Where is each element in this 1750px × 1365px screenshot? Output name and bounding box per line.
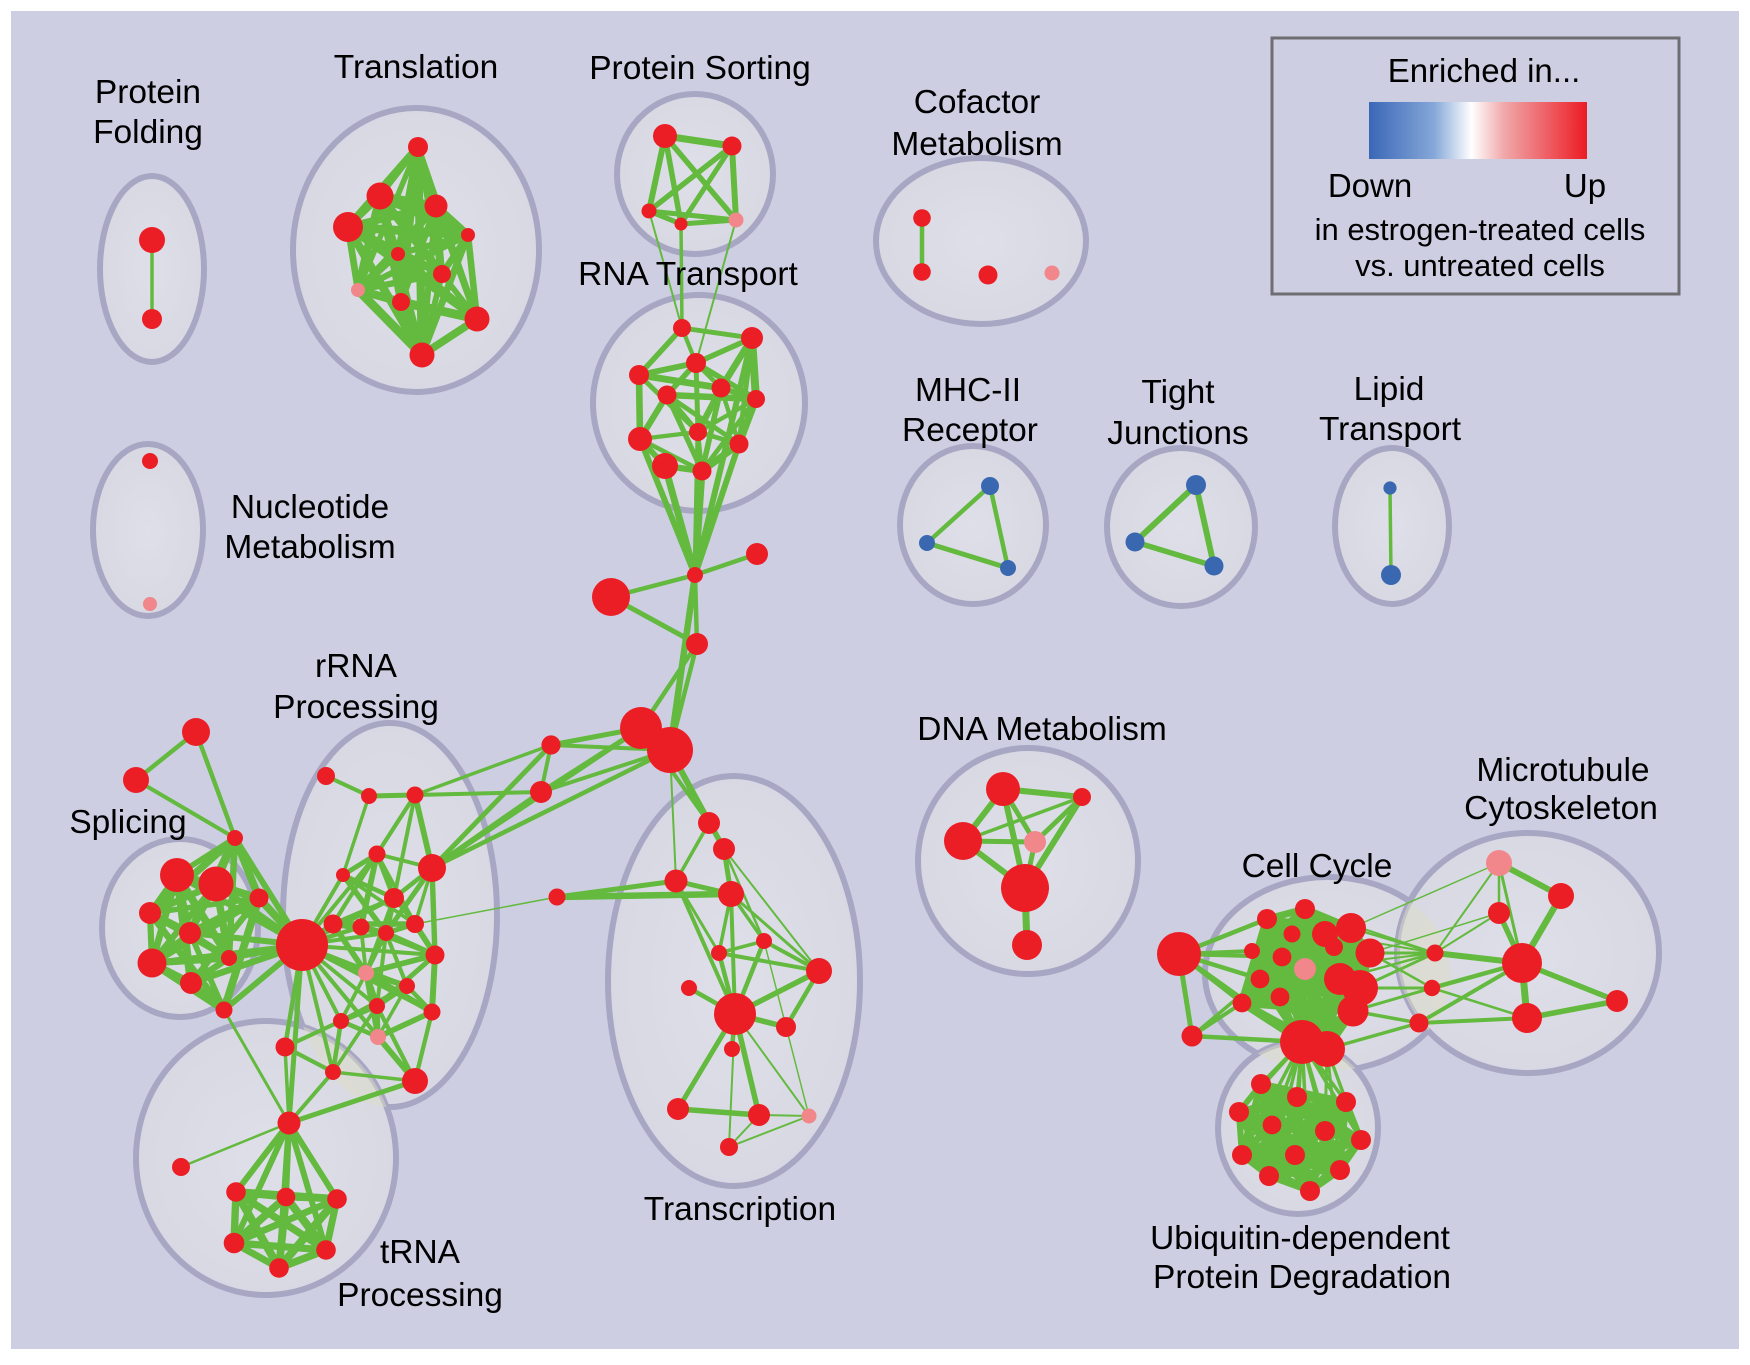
svg-text:Protein Degradation: Protein Degradation <box>1153 1259 1451 1296</box>
svg-text:Folding: Folding <box>93 114 203 151</box>
svg-text:Metabolism: Metabolism <box>224 529 395 566</box>
svg-text:tRNA: tRNA <box>380 1234 461 1271</box>
svg-text:Down: Down <box>1328 167 1412 204</box>
svg-text:Transcription: Transcription <box>644 1191 836 1228</box>
svg-text:Microtubule: Microtubule <box>1476 752 1649 789</box>
svg-text:vs. untreated cells: vs. untreated cells <box>1355 248 1605 283</box>
svg-text:Junctions: Junctions <box>1107 415 1249 452</box>
svg-text:Receptor: Receptor <box>902 412 1038 449</box>
svg-text:Splicing: Splicing <box>69 804 186 841</box>
svg-text:Enriched in...: Enriched in... <box>1388 52 1581 89</box>
svg-text:rRNA: rRNA <box>315 648 398 685</box>
svg-text:Nucleotide: Nucleotide <box>231 489 389 526</box>
svg-text:Translation: Translation <box>334 49 498 86</box>
svg-text:Ubiquitin-dependent: Ubiquitin-dependent <box>1150 1220 1451 1257</box>
svg-text:MHC-II: MHC-II <box>915 372 1021 409</box>
svg-text:Up: Up <box>1564 167 1606 204</box>
svg-text:Tight: Tight <box>1141 374 1215 411</box>
svg-text:Cofactor: Cofactor <box>914 84 1041 121</box>
svg-text:Cell Cycle: Cell Cycle <box>1242 848 1393 885</box>
svg-text:Cytoskeleton: Cytoskeleton <box>1464 790 1658 827</box>
svg-text:Metabolism: Metabolism <box>891 126 1062 163</box>
svg-text:Transport: Transport <box>1319 411 1462 448</box>
svg-text:RNA Transport: RNA Transport <box>578 256 798 293</box>
svg-text:DNA Metabolism: DNA Metabolism <box>917 711 1166 748</box>
svg-text:Processing: Processing <box>273 689 439 726</box>
svg-text:Processing: Processing <box>337 1277 503 1314</box>
svg-text:Lipid: Lipid <box>1354 371 1425 408</box>
svg-text:Protein Sorting: Protein Sorting <box>589 50 811 87</box>
svg-text:Protein: Protein <box>95 74 201 111</box>
svg-text:in estrogen-treated cells: in estrogen-treated cells <box>1315 212 1646 247</box>
